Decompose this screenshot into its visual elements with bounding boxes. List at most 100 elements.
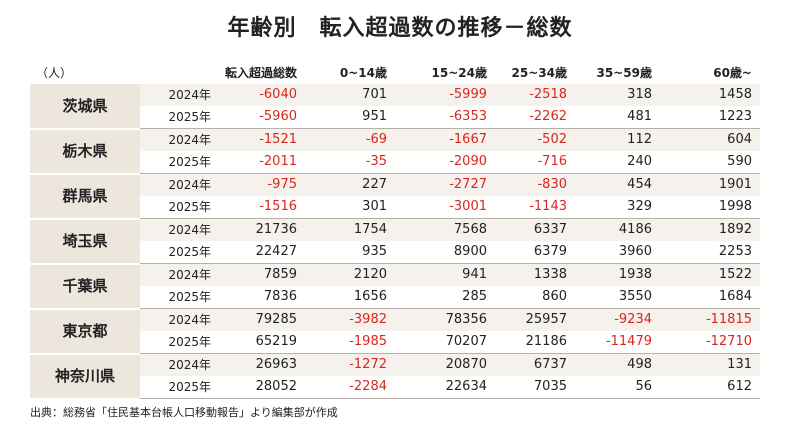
value-cell: 285	[395, 286, 495, 309]
value-cell: 3550	[575, 286, 660, 309]
empty-header	[140, 62, 225, 84]
year: 2024年	[140, 263, 225, 286]
column-header: 25~34歳	[511, 66, 567, 80]
prefecture: 千葉県	[30, 263, 140, 310]
column-header: 0~14歳	[339, 66, 387, 80]
year: 2024年	[140, 308, 225, 331]
value-cell: 7568	[395, 218, 495, 241]
value-cell: -1272	[305, 353, 395, 376]
value-cell: 131	[660, 353, 760, 376]
column-header: 60歳~	[713, 66, 752, 80]
year: 2025年	[140, 286, 225, 309]
value-cell: 3960	[575, 241, 660, 264]
value-cell: 78356	[395, 308, 495, 331]
value-cell: 481	[575, 106, 660, 129]
data-row: 2025年 28052 -2284 22634 7035 56 612	[30, 376, 760, 399]
column-header: 転入超過総数	[225, 66, 298, 80]
value-cell: 1656	[305, 286, 395, 309]
value-cell: -5960	[225, 106, 305, 129]
value-cell: -1521	[225, 128, 305, 151]
value-cell: -35	[305, 151, 395, 174]
data-row: 栃木県 2024年 -1521 -69 -1667 -502 112 604	[30, 128, 760, 175]
value-cell: 79285	[225, 308, 305, 331]
header-row: （人） 転入超過総数 0~14歳 15~24歳 25~34歳 35~59歳 60歳~	[30, 62, 760, 84]
data-row: 群馬県 2024年 -975 227 -2727 -830 454 1901	[30, 173, 760, 220]
value-cell: 25957	[495, 308, 575, 331]
value-cell: -1667	[395, 128, 495, 151]
value-cell: 1901	[660, 173, 760, 196]
data-row: 2025年 65219 -1985 70207 21186 -11479 -12710	[30, 331, 760, 354]
data-row: 千葉県 2024年 7859 2120 941 1338 1938 1522	[30, 263, 760, 310]
value-cell: 4186	[575, 218, 660, 241]
value-cell: 935	[305, 241, 395, 264]
year: 2025年	[140, 376, 225, 399]
value-cell: 6737	[495, 353, 575, 376]
value-cell: -6040	[225, 84, 305, 106]
value-cell: -2518	[495, 84, 575, 106]
prefecture: 東京都	[30, 308, 140, 355]
value-cell: 1522	[660, 263, 760, 286]
value-cell: -2090	[395, 151, 495, 174]
data-row: 東京都 2024年 79285 -3982 78356 25957 -9234 -11815	[30, 308, 760, 355]
value-cell: -716	[495, 151, 575, 174]
value-cell: 701	[305, 84, 395, 106]
data-row: 茨城県 2024年 -6040 701 -5999 -2518 318 1458	[30, 84, 760, 130]
value-cell: 1938	[575, 263, 660, 286]
value-cell: -830	[495, 173, 575, 196]
year: 2024年	[140, 84, 225, 106]
data-row: 埼玉県 2024年 21736 1754 7568 6337 4186 1892	[30, 218, 760, 265]
value-cell: -1143	[495, 196, 575, 219]
year: 2025年	[140, 196, 225, 219]
value-cell: 21186	[495, 331, 575, 354]
value-cell: -2262	[495, 106, 575, 129]
value-cell: 318	[575, 84, 660, 106]
year: 2025年	[140, 106, 225, 129]
value-cell: 951	[305, 106, 395, 129]
value-cell: 56	[575, 376, 660, 399]
value-cell: -3001	[395, 196, 495, 219]
value-cell: 498	[575, 353, 660, 376]
value-cell: 70207	[395, 331, 495, 354]
value-cell: 6379	[495, 241, 575, 264]
value-cell: 1998	[660, 196, 760, 219]
value-cell: 7035	[495, 376, 575, 399]
value-cell: -502	[495, 128, 575, 151]
value-cell: 941	[395, 263, 495, 286]
value-cell: 2253	[660, 241, 760, 264]
data-row: 2025年 22427 935 8900 6379 3960 2253	[30, 241, 760, 264]
year: 2025年	[140, 151, 225, 174]
value-cell: 2120	[305, 263, 395, 286]
prefecture: 栃木県	[30, 128, 140, 175]
data-row: 2025年 -2011 -35 -2090 -716 240 590	[30, 151, 760, 174]
value-cell: 1684	[660, 286, 760, 309]
data-row: 神奈川県 2024年 26963 -1272 20870 6737 498 131	[30, 353, 760, 400]
value-cell: -2727	[395, 173, 495, 196]
year: 2025年	[140, 241, 225, 264]
value-cell: 21736	[225, 218, 305, 241]
table: （人） 転入超過総数 0~14歳 15~24歳 25~34歳 35~59歳 60歳~ 茨城県 2…	[30, 62, 760, 400]
year: 2024年	[140, 128, 225, 151]
title: 年齢別 転入超過数の推移－総数	[227, 16, 573, 41]
value-cell: 22427	[225, 241, 305, 264]
table-body: （人） 転入超過総数 0~14歳 15~24歳 25~34歳 35~59歳 60歳~ 茨城県 2…	[30, 62, 760, 400]
prefecture: 茨城県	[30, 84, 140, 130]
value-cell: 6337	[495, 218, 575, 241]
unit-label: （人）	[36, 66, 73, 80]
value-cell: -11815	[660, 308, 760, 331]
data-row: 2025年 -1516 301 -3001 -1143 329 1998	[30, 196, 760, 219]
value-cell: 329	[575, 196, 660, 219]
value-cell: -11479	[575, 331, 660, 354]
value-cell: 65219	[225, 331, 305, 354]
value-cell: -2011	[225, 151, 305, 174]
source-note: 出典：総務省「住民基本台帳人口移動報告」より編集部が作成	[30, 406, 338, 419]
value-cell: 240	[575, 151, 660, 174]
value-cell: 590	[660, 151, 760, 174]
value-cell: -69	[305, 128, 395, 151]
value-cell: 22634	[395, 376, 495, 399]
value-cell: 1338	[495, 263, 575, 286]
value-cell: -5999	[395, 84, 495, 106]
value-cell: 26963	[225, 353, 305, 376]
data-row: 2025年 7836 1656 285 860 3550 1684	[30, 286, 760, 309]
prefecture: 埼玉県	[30, 218, 140, 265]
